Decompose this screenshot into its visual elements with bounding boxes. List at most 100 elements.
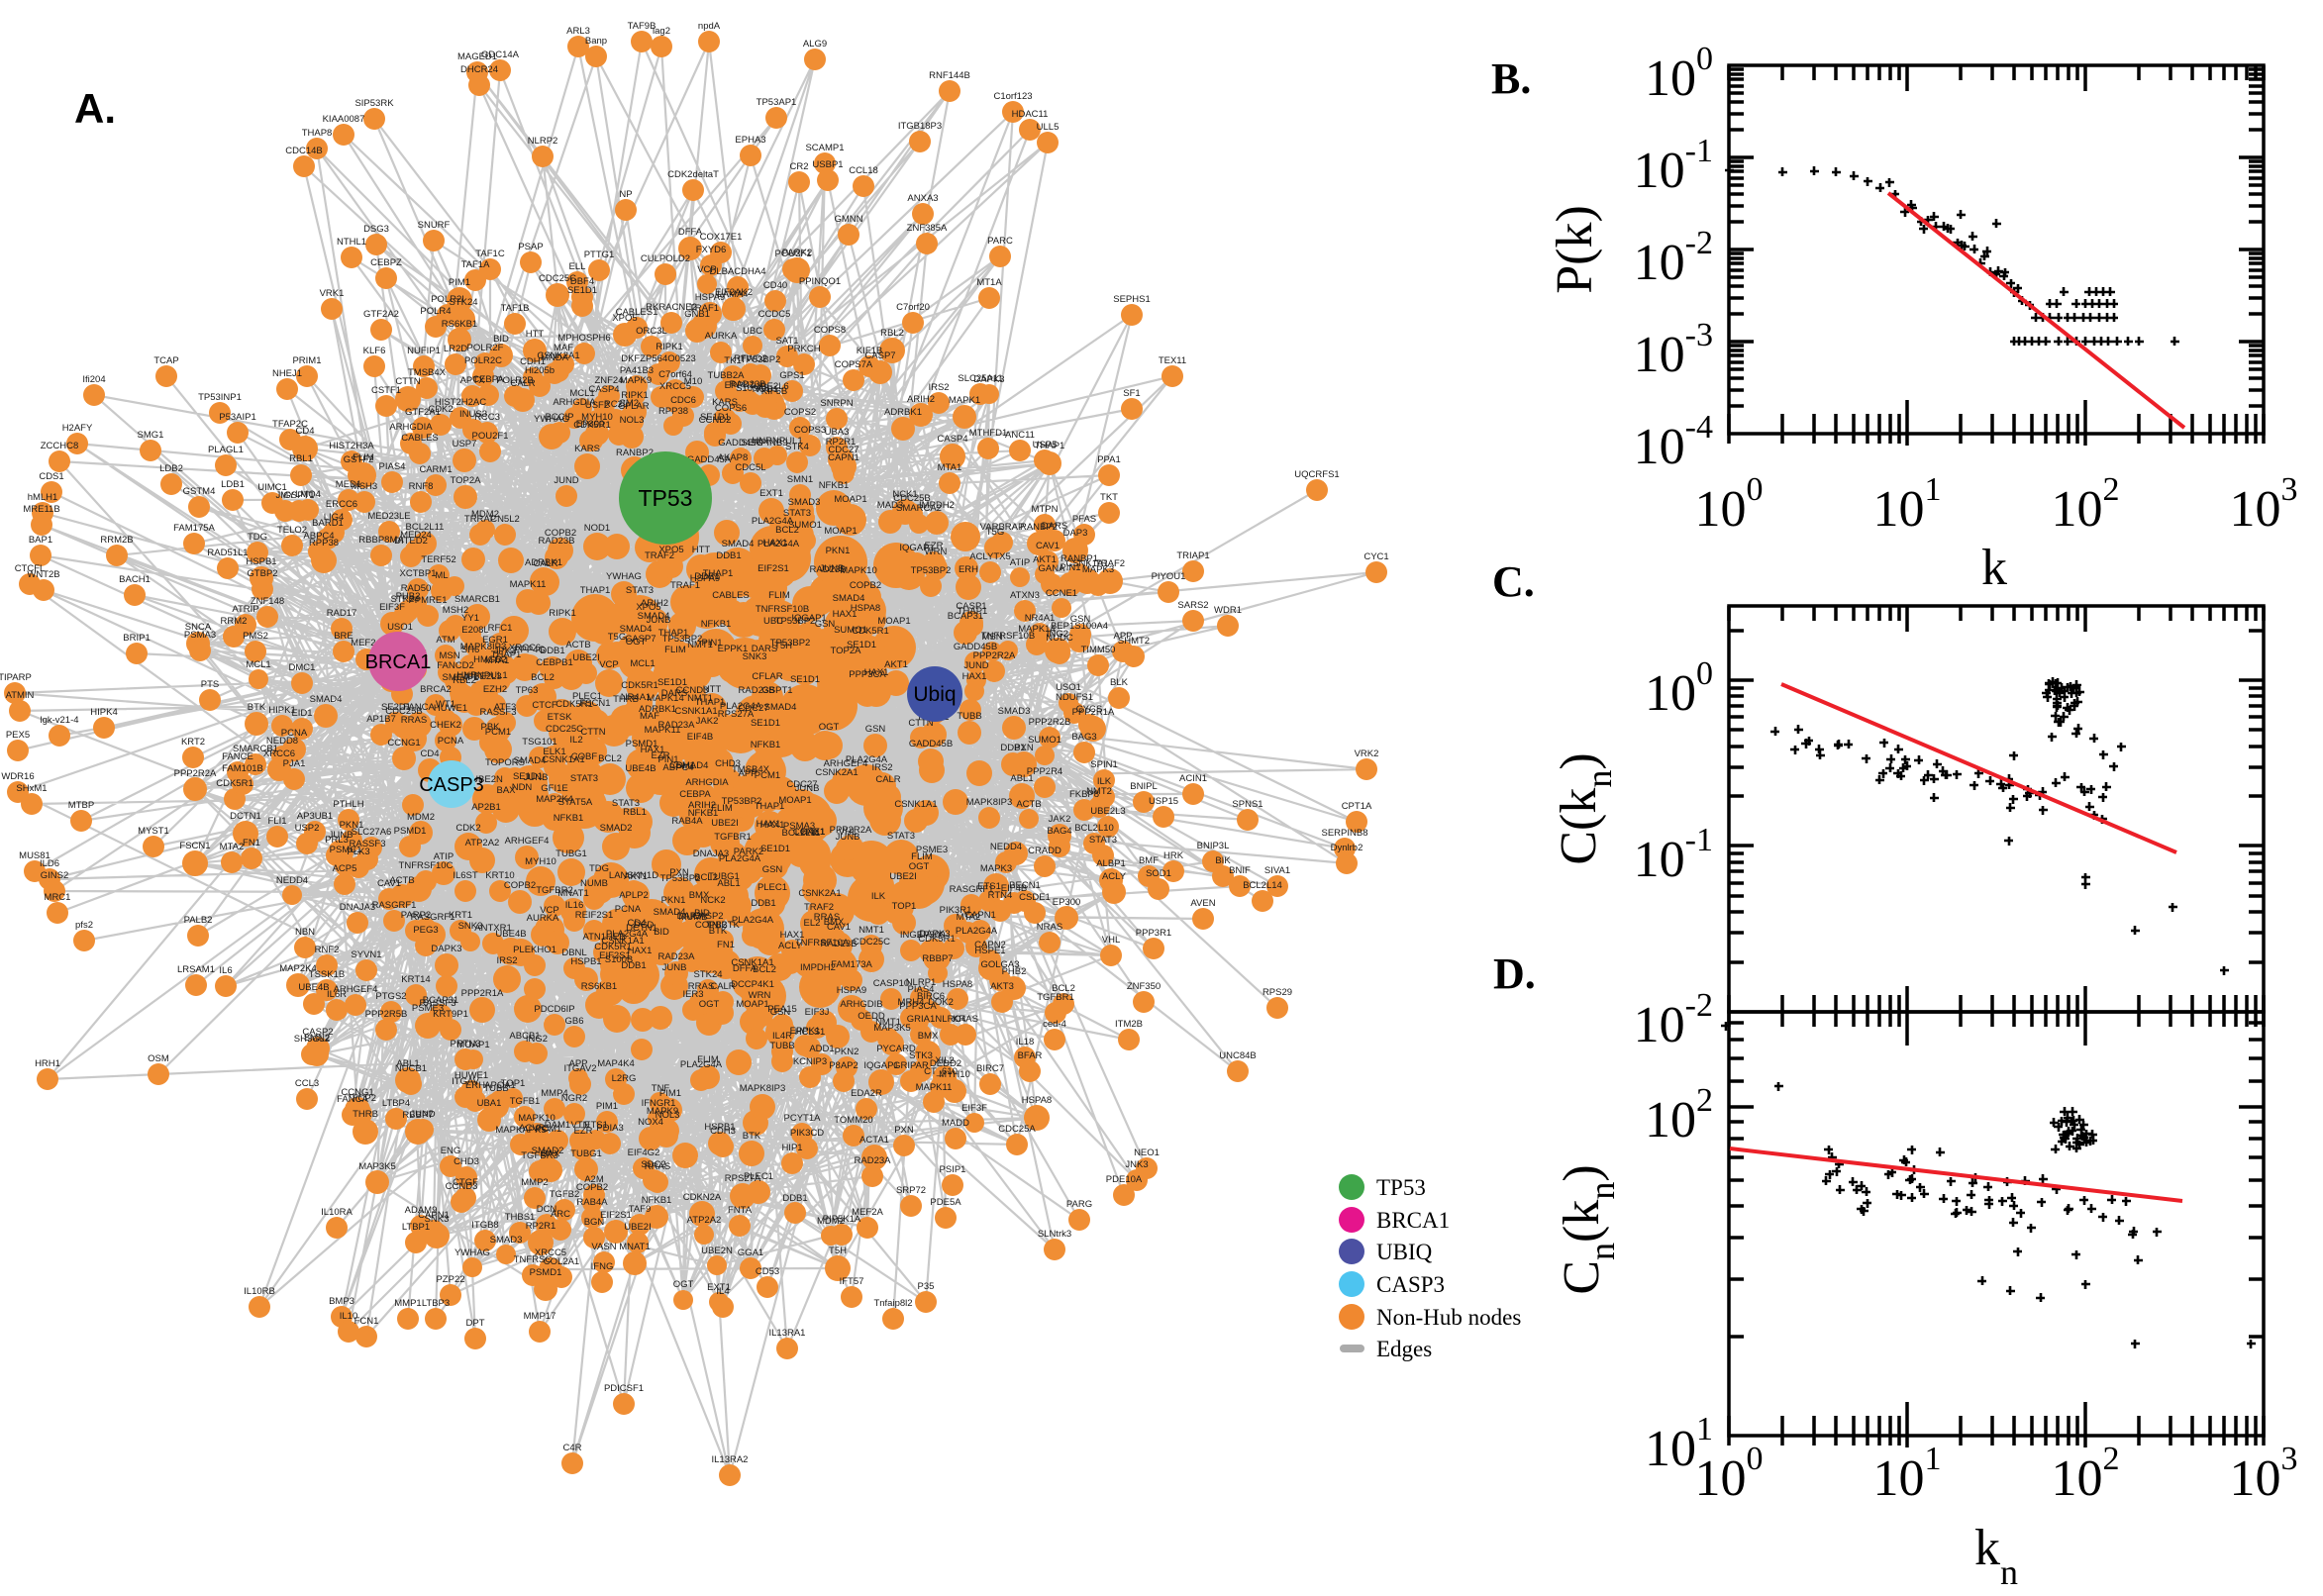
svg-text:NFKB1: NFKB1	[688, 808, 719, 819]
svg-text:pfs2: pfs2	[75, 920, 93, 931]
svg-text:BMX: BMX	[689, 890, 710, 901]
svg-text:VCP: VCP	[540, 905, 559, 916]
svg-text:XRCC5: XRCC5	[659, 381, 691, 392]
svg-text:SE1D1: SE1D1	[567, 285, 597, 296]
svg-text:USBP1: USBP1	[812, 159, 843, 170]
svg-text:CM2: CM2	[619, 398, 639, 409]
svg-text:100: 100	[1695, 1441, 1764, 1507]
svg-text:SUMO1: SUMO1	[788, 520, 822, 531]
svg-text:SOD1: SOD1	[1146, 868, 1171, 879]
svg-text:ACLY: ACLY	[1102, 871, 1127, 882]
svg-text:VCP: VCP	[599, 659, 619, 670]
svg-text:MAP2K4: MAP2K4	[536, 794, 573, 805]
svg-text:MNDA: MNDA	[541, 352, 569, 363]
svg-text:ADAM9: ADAM9	[405, 1205, 438, 1216]
svg-text:CRADD: CRADD	[1028, 846, 1061, 856]
svg-text:lag2: lag2	[653, 26, 670, 37]
svg-text:NEDD8: NEDD8	[266, 736, 298, 747]
svg-text:RP2R1: RP2R1	[526, 1221, 556, 1232]
svg-text:EIF2S1: EIF2S1	[600, 1210, 632, 1221]
svg-text:TSSK1B: TSSK1B	[309, 969, 345, 980]
svg-text:SE1D1: SE1D1	[760, 844, 790, 854]
svg-text:PKN1: PKN1	[661, 895, 686, 906]
svg-text:IL16: IL16	[565, 900, 584, 911]
svg-text:HMGB2: HMGB2	[473, 654, 507, 665]
svg-text:JAK2: JAK2	[696, 716, 719, 727]
svg-text:TRAF2: TRAF2	[645, 550, 674, 561]
svg-text:POLR2C: POLR2C	[464, 355, 502, 366]
svg-text:THBS1: THBS1	[505, 1212, 536, 1223]
svg-text:MUMB: MUMB	[678, 912, 707, 923]
svg-text:DNAJA3: DNAJA3	[340, 902, 375, 913]
svg-text:CCNE1: CCNE1	[1046, 588, 1077, 599]
svg-text:OGT: OGT	[673, 1279, 694, 1290]
svg-text:GADD45B: GADD45B	[909, 739, 953, 749]
svg-text:RPS27A: RPS27A	[718, 709, 755, 720]
svg-text:RANBP2: RANBP2	[616, 448, 654, 458]
svg-text:BEP1S100A4: BEP1S100A4	[1051, 621, 1108, 632]
svg-text:MAF: MAF	[554, 343, 573, 353]
svg-text:FANCE: FANCE	[222, 751, 253, 762]
svg-text:VARBRAP: VARBRAP	[980, 522, 1025, 533]
svg-text:SLNtrk3: SLNtrk3	[1038, 1229, 1071, 1240]
svg-text:GSPT1: GSPT1	[761, 685, 792, 696]
svg-text:TOMM20: TOMM20	[834, 1115, 872, 1126]
svg-text:DLBACDHA4: DLBACDHA4	[709, 266, 765, 277]
svg-text:DBF4: DBF4	[570, 276, 594, 287]
svg-text:MOAP1: MOAP1	[834, 494, 866, 505]
svg-text:lgk-v21-4: lgk-v21-4	[40, 715, 78, 726]
svg-text:THAP1: THAP1	[703, 568, 734, 579]
svg-text:ACTB: ACTB	[1016, 799, 1041, 810]
svg-text:KIF5B: KIF5B	[761, 386, 787, 397]
svg-text:ACLY: ACLY	[778, 941, 803, 951]
svg-text:CALR: CALR	[533, 558, 557, 569]
svg-text:HAX1: HAX1	[962, 671, 987, 682]
svg-text:SH6: SH6	[461, 645, 479, 655]
svg-text:DAPK3: DAPK3	[973, 374, 1004, 385]
svg-text:ACTB: ACTB	[389, 875, 414, 886]
svg-text:ATRIP: ATRIP	[232, 604, 258, 615]
svg-text:RBBP8MA: RBBP8MA	[358, 535, 404, 546]
svg-text:RC2L: RC2L	[604, 399, 628, 410]
svg-text:TRAF2: TRAF2	[1095, 558, 1125, 569]
svg-text:MEF2A: MEF2A	[351, 638, 382, 648]
svg-text:ARIH2: ARIH2	[907, 394, 935, 405]
svg-text:STK3: STK3	[909, 1050, 933, 1061]
svg-text:PDICSF1: PDICSF1	[604, 1383, 644, 1394]
svg-text:Hi205b: Hi205b	[525, 365, 555, 376]
svg-text:DCTN1: DCTN1	[230, 811, 261, 822]
svg-text:PHB2: PHB2	[396, 591, 421, 602]
svg-text:NHEJ1: NHEJ1	[272, 368, 302, 379]
svg-text:CD40: CD40	[763, 280, 787, 291]
svg-text:SUMO1: SUMO1	[834, 625, 867, 636]
svg-text:BCL2L11: BCL2L11	[406, 522, 445, 533]
svg-text:SMAD4: SMAD4	[620, 624, 653, 635]
svg-text:S100A8: S100A8	[736, 383, 769, 394]
svg-text:GTF2A1: GTF2A1	[405, 407, 441, 418]
svg-text:C7orf64: C7orf64	[658, 369, 692, 380]
svg-text:RAD23B: RAD23B	[730, 379, 766, 390]
svg-text:HUWE1: HUWE1	[454, 1070, 488, 1081]
svg-text:LR2D: LR2D	[444, 344, 467, 354]
svg-text:ABL1: ABL1	[396, 1058, 419, 1069]
svg-text:CDC25C: CDC25C	[539, 273, 576, 284]
svg-text:FLIM: FLIM	[768, 590, 790, 601]
svg-text:EP300: EP300	[1053, 897, 1081, 908]
svg-text:IL6: IL6	[219, 965, 232, 976]
svg-text:CCNG1: CCNG1	[387, 738, 420, 748]
svg-text:ZNF148: ZNF148	[251, 596, 284, 607]
svg-text:ING2: ING2	[526, 1034, 548, 1045]
svg-text:HAX1: HAX1	[757, 819, 781, 830]
svg-text:PARK2: PARK2	[734, 847, 763, 857]
svg-text:EZH2: EZH2	[483, 684, 507, 695]
svg-text:MED23LE: MED23LE	[367, 511, 410, 522]
svg-text:RNF144B: RNF144B	[929, 70, 970, 81]
svg-text:ITGAV2: ITGAV2	[563, 1063, 596, 1074]
svg-text:TRAF2: TRAF2	[804, 902, 834, 913]
svg-text:SHMT2: SHMT2	[1118, 636, 1150, 647]
svg-text:NEDD4: NEDD4	[276, 875, 308, 886]
svg-text:BMX: BMX	[824, 917, 845, 928]
svg-text:STAT5A: STAT5A	[558, 797, 593, 808]
svg-text:AP2B1: AP2B1	[471, 802, 501, 813]
svg-text:HNRNPUL1: HNRNPUL1	[752, 436, 802, 447]
